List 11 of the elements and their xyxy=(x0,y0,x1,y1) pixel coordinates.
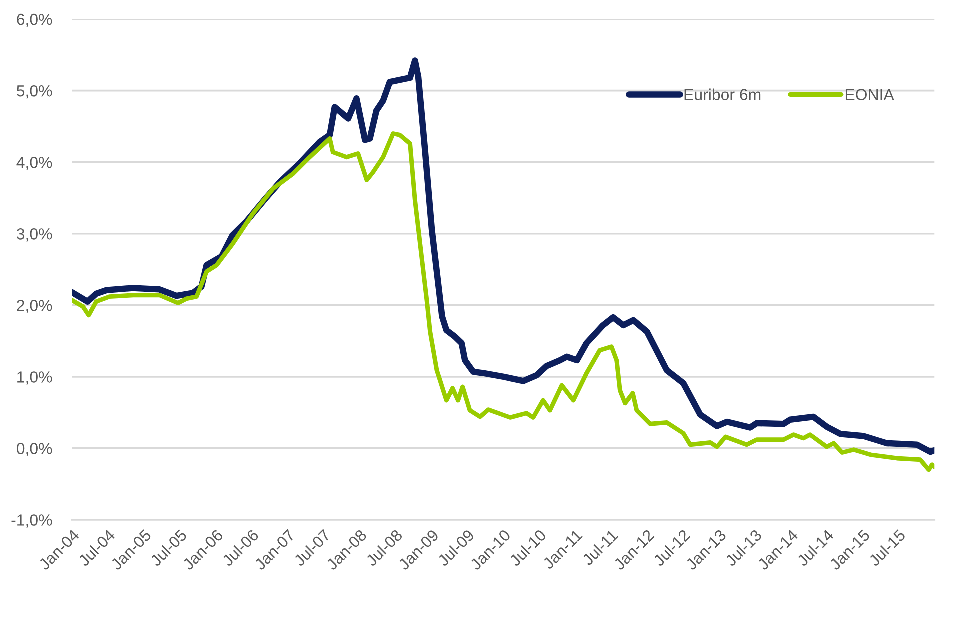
y-tick-label: 6,0% xyxy=(17,14,52,28)
legend-label: Euribor 6m xyxy=(684,88,761,100)
y-tick-label: 1,0% xyxy=(18,372,52,385)
y-tick-label: 5,0% xyxy=(17,85,52,99)
line-series xyxy=(72,132,935,472)
y-tick-label: -1,0% xyxy=(12,514,52,528)
y-tick-label: 3,0% xyxy=(16,228,52,242)
y-tick-label: 2,0% xyxy=(17,300,52,314)
y-tick-label: 4,0% xyxy=(16,156,52,170)
legend-label: EONIA xyxy=(846,89,894,100)
y-tick-label: 0,0% xyxy=(16,443,52,456)
